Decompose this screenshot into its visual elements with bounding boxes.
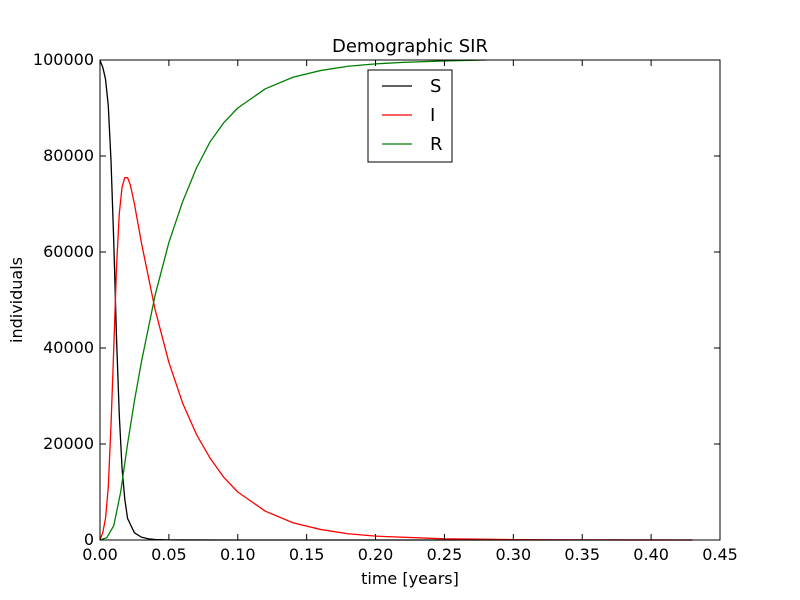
plot-area: 0.00 0.05 0.10 0.15 0.20 0.25 0.30 0.35 0.40 0.45…: [33, 50, 738, 564]
x-tick-label: 0.30: [496, 545, 532, 564]
x-tick-label: 0.15: [289, 545, 325, 564]
series-line-I: [99, 176, 693, 541]
series-line-R: [99, 59, 486, 541]
y-tick-label: 60000: [43, 242, 94, 261]
chart-title: Demographic SIR: [332, 36, 488, 57]
x-tick-label: 0.35: [564, 545, 600, 564]
plot-frame: [99, 59, 721, 541]
y-tick-label: 20000: [43, 434, 94, 453]
legend-label-R: R: [430, 134, 443, 155]
legend-label-I: I: [430, 105, 435, 126]
legend-box: [367, 69, 453, 163]
y-axis-label: individuals: [7, 257, 26, 343]
x-tick-label: 0.05: [151, 545, 187, 564]
x-tick-label: 0.00: [82, 545, 118, 564]
x-tick-label: 0.10: [220, 545, 256, 564]
y-tick-label: 40000: [43, 338, 94, 357]
legend: SIR: [367, 69, 453, 163]
x-tick-label: 0.40: [633, 545, 669, 564]
x-axis-label: time [years]: [361, 569, 459, 588]
legend-label-S: S: [430, 76, 441, 97]
y-tick-label: 100000: [33, 50, 94, 69]
ticks-layer: 0.00 0.05 0.10 0.15 0.20 0.25 0.30 0.35 0.40 0.45…: [33, 50, 738, 564]
x-tick-label: 0.20: [358, 545, 394, 564]
y-tick-label: 0: [84, 530, 94, 549]
x-tick-label: 0.45: [702, 545, 738, 564]
y-tick-label: 80000: [43, 146, 94, 165]
x-tick-label: 0.25: [427, 545, 463, 564]
